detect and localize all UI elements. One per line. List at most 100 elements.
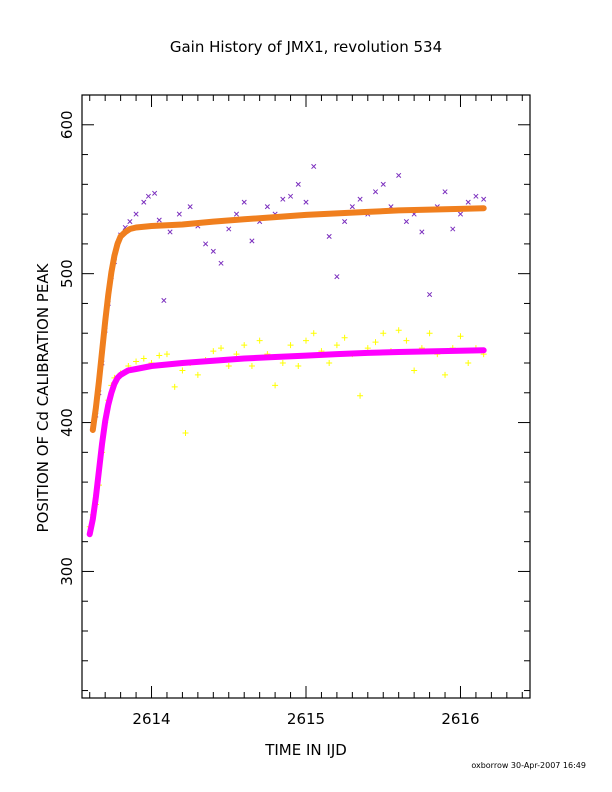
data-point-x	[357, 196, 363, 202]
fit-point	[105, 292, 111, 298]
data-point-plus	[380, 330, 387, 337]
data-point-x	[233, 211, 240, 217]
data-point-x	[241, 199, 247, 205]
data-point-x	[133, 211, 139, 217]
data-point-plus	[465, 360, 472, 366]
data-point-x	[342, 219, 348, 225]
data-point-plus	[303, 337, 309, 344]
data-point-plus	[426, 330, 433, 337]
data-point-plus	[403, 337, 410, 344]
fit-point	[115, 241, 121, 247]
data-point-x	[311, 163, 317, 170]
fit-point	[303, 212, 309, 218]
fit-point	[396, 207, 402, 213]
x-tick-label: 2616	[441, 710, 479, 728]
fit-point	[111, 253, 117, 259]
fit-point	[108, 269, 114, 275]
x-tick-label: 2614	[132, 710, 170, 728]
fit-line	[86, 347, 487, 538]
fit-point	[365, 209, 371, 215]
fit-point	[210, 219, 216, 225]
fit-point	[210, 358, 216, 364]
data-point-x	[326, 233, 332, 239]
data-point-plus	[333, 342, 340, 349]
fit-point	[96, 467, 102, 473]
series-3	[86, 347, 487, 538]
data-point-plus	[179, 367, 186, 374]
y-tick-label: 500	[58, 259, 76, 288]
fit-point	[87, 531, 93, 537]
data-point-plus	[272, 382, 279, 389]
data-point-x	[264, 204, 270, 210]
y-tick-label: 600	[58, 110, 76, 139]
data-point-plus	[341, 334, 348, 341]
data-point-x	[349, 204, 355, 210]
data-point-plus	[171, 383, 178, 390]
fit-point	[90, 516, 96, 522]
fit-point	[149, 223, 155, 229]
fit-point	[90, 427, 96, 433]
data-point-x	[473, 193, 479, 199]
fit-point	[122, 229, 128, 235]
data-point-x	[156, 217, 162, 223]
data-point-x	[167, 229, 173, 235]
data-point-x	[152, 190, 158, 196]
data-point-plus	[256, 337, 263, 344]
data-point-plus	[163, 351, 170, 358]
fit-point	[272, 354, 278, 360]
y-tick-label: 400	[58, 408, 76, 437]
data-point-x	[427, 291, 433, 298]
data-point-x	[161, 297, 167, 304]
fit-point	[108, 390, 114, 396]
fit-point	[481, 347, 487, 353]
y-tick-label: 300	[58, 557, 76, 586]
chart-title: Gain History of JMX1, revolution 534	[170, 38, 442, 56]
data-point-plus	[248, 362, 255, 369]
data-point-x	[419, 229, 425, 235]
data-point-x	[210, 248, 216, 254]
fit-point	[118, 372, 124, 378]
fit-point	[127, 226, 133, 232]
data-point-plus	[372, 339, 379, 346]
fit-point	[427, 207, 433, 213]
data-point-x	[442, 189, 448, 195]
fit-point	[241, 356, 247, 362]
series-0	[90, 163, 487, 432]
data-point-x	[218, 260, 224, 266]
plot-frame	[81, 94, 531, 699]
data-point-x	[141, 199, 147, 205]
series-2	[89, 205, 487, 433]
fit-point	[457, 206, 463, 212]
data-point-x	[465, 199, 471, 205]
chart-marks	[86, 163, 487, 538]
data-point-plus	[457, 333, 464, 340]
fit-point	[396, 349, 402, 355]
fit-point	[125, 367, 131, 373]
fit-point	[179, 222, 185, 228]
data-point-plus	[182, 429, 189, 436]
fit-point	[241, 216, 247, 222]
y-axis-label: POSITION OF Cd CALIBRATION PEAK	[34, 262, 52, 532]
data-point-x	[203, 241, 209, 247]
x-axis-label: TIME IN IJD	[264, 741, 347, 759]
fit-point	[111, 381, 117, 387]
data-point-plus	[310, 330, 317, 337]
data-point-plus	[133, 358, 140, 365]
data-point-plus	[395, 327, 402, 334]
data-point-x	[396, 172, 402, 178]
fit-point	[93, 494, 99, 500]
data-point-plus	[140, 355, 147, 362]
data-point-plus	[210, 348, 217, 355]
data-point-plus	[295, 362, 302, 369]
fit-point	[272, 214, 278, 220]
data-point-plus	[357, 392, 364, 399]
data-point-plus	[218, 345, 225, 352]
fit-point	[457, 348, 463, 354]
fit-point	[105, 402, 111, 408]
fit-point	[334, 210, 340, 216]
data-point-x	[295, 181, 301, 187]
data-point-plus	[194, 371, 201, 378]
fit-point	[93, 405, 99, 411]
fit-point	[179, 360, 185, 366]
